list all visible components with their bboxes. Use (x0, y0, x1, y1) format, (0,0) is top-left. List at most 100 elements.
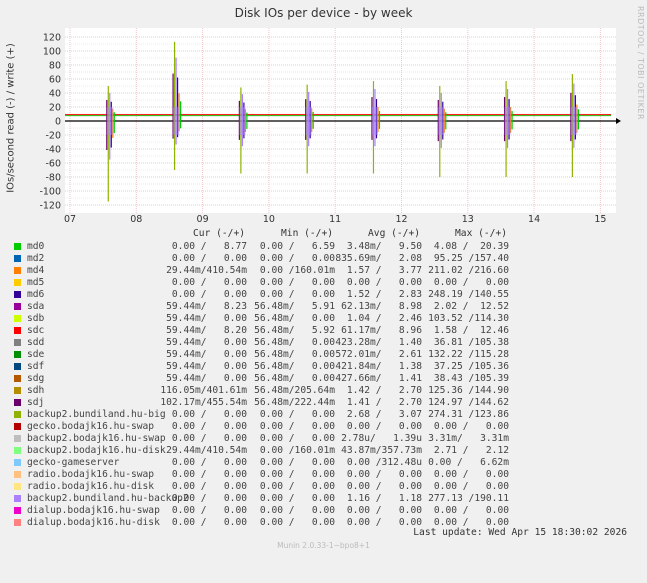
legend-row: sdg 59.44m/ 0.00 56.48m/ 0.00 427.66m/ 1… (0, 373, 509, 385)
last-update: Last update: Wed Apr 15 18:30:02 2026 (413, 527, 627, 538)
series-name: backup2.bundiland.hu-big (27, 408, 166, 420)
cur-value: 59.44m/ 0.00 (166, 372, 247, 384)
series-color-swatch (14, 266, 21, 274)
series-color-swatch (14, 278, 21, 286)
max-value: 248.19 /140.55 (428, 288, 509, 300)
series-name: md0 (27, 240, 45, 252)
min-value: 0.00 /160.01m (259, 264, 335, 276)
legend-header: Cur (-/+) Min (-/+) Avg (-/+) Max (-/+) (0, 228, 507, 240)
max-value: 1.58 / 12.46 (433, 324, 509, 336)
series-color-swatch (14, 350, 21, 358)
series-color-swatch (14, 386, 21, 394)
cur-value: 59.44m/ 8.20 (166, 324, 247, 336)
min-value: 56.48m/ 5.92 (254, 324, 335, 336)
avg-value: 1.16 / 1.18 (346, 492, 422, 504)
series-name: radio.bodajk16.hu-swap (27, 468, 155, 480)
spike-cluster (570, 107, 577, 135)
series-color-swatch (14, 506, 21, 514)
series-name: gecko.bodajk16.hu-swap (27, 420, 155, 432)
max-value: 277.13 /190.11 (428, 492, 509, 504)
cur-value: 29.44m/410.54m (166, 444, 247, 456)
spike-cluster (305, 107, 312, 135)
cur-value: 0.00 / 0.00 (171, 516, 247, 528)
legend-row: backup2.bundiland.hu-backup2 0.00 / 0.00… (0, 493, 509, 505)
legend-row: backup2.bodajk16.hu-disk 29.44m/410.54m … (0, 445, 509, 457)
min-value: 0.00 / 0.00 (259, 432, 335, 444)
header-max: Max (-/+) (455, 228, 507, 239)
x-tick-label: 11 (329, 214, 341, 225)
series-color-swatch (14, 482, 21, 490)
avg-value: 835.69m/ 2.08 (335, 252, 422, 264)
series-color-swatch (14, 458, 21, 466)
series-name: sdd (27, 336, 45, 348)
cur-value: 0.00 / 0.00 (171, 408, 247, 420)
munin-version: Munin 2.0.33-1~bpo8+1 (277, 541, 370, 550)
cur-value: 59.44m/ 0.00 (166, 336, 247, 348)
series-name: sdc (27, 324, 45, 336)
min-value: 0.00 / 0.00 (259, 420, 335, 432)
spike-cluster (504, 107, 511, 135)
x-tick-label: 10 (263, 214, 275, 225)
header-cur: Cur (-/+) (193, 228, 245, 239)
series-name: dialup.bodajk16.hu-disk (27, 516, 160, 528)
series-name: md5 (27, 276, 45, 288)
min-value: 56.48m/ 0.00 (254, 312, 335, 324)
series-name: sdg (27, 372, 45, 384)
spike-group (371, 81, 381, 174)
legend-row: md6 0.00 / 0.00 0.00 / 0.00 1.52 / 2.83 … (0, 289, 509, 301)
graph-title: Disk IOs per device - by week (234, 6, 413, 20)
max-value: 2.71 / 2.12 (433, 444, 509, 456)
series-name: sda (27, 300, 45, 312)
x-tick-label: 14 (528, 214, 540, 225)
avg-value: 1.57 / 3.77 (346, 264, 422, 276)
cur-value: 59.44m/ 0.00 (166, 348, 247, 360)
series-color-swatch (14, 374, 21, 382)
series-color-swatch (14, 446, 21, 454)
y-tick-label: 0 (55, 117, 61, 128)
spike-group (437, 86, 447, 177)
legend-row: md0 0.00 / 8.77 0.00 / 6.59 3.48m/ 9.50 … (0, 241, 509, 253)
series-name: backup2.bundiland.hu-backup2 (27, 492, 189, 504)
series-name: backup2.bodajk16.hu-swap (27, 432, 166, 444)
spike-group (305, 84, 314, 174)
spike-cluster (371, 107, 378, 135)
cur-value: 59.44m/ 0.00 (166, 312, 247, 324)
min-value: 56.48m/222.44m (254, 396, 335, 408)
y-tick-label: 100 (43, 47, 61, 58)
cur-value: 0.00 / 0.00 (171, 492, 247, 504)
avg-value: 1.04 / 2.46 (346, 312, 422, 324)
series-name: md2 (27, 252, 45, 264)
cur-value: 0.00 / 0.00 (171, 252, 247, 264)
y-tick-label: 120 (43, 33, 61, 44)
min-value: 56.48m/205.64m (254, 384, 335, 396)
legend-row: sdd 59.44m/ 0.00 56.48m/ 0.00 423.28m/ 1… (0, 337, 509, 349)
axis-arrow-icon (616, 118, 621, 124)
min-value: 56.48m/ 5.91 (254, 300, 335, 312)
series-color-swatch (14, 302, 21, 310)
series-color-swatch (14, 254, 21, 262)
series-name: sde (27, 348, 45, 360)
series-name: radio.bodajk16.hu-disk (27, 480, 155, 492)
min-value: 0.00 / 0.00 (259, 288, 335, 300)
spike-cluster (438, 107, 445, 135)
x-tick-label: 15 (594, 214, 606, 225)
legend-row: radio.bodajk16.hu-swap 0.00 / 0.00 0.00 … (0, 469, 509, 481)
legend-row: backup2.bundiland.hu-big 0.00 / 0.00 0.0… (0, 409, 509, 421)
avg-value: 0.00 / 0.00 (346, 516, 422, 528)
y-tick-label: -100 (39, 187, 61, 198)
cur-value: 116.05m/401.61m (160, 384, 247, 396)
legend-row: radio.bodajk16.hu-disk 0.00 / 0.00 0.00 … (0, 481, 509, 493)
series-color-swatch (14, 494, 21, 502)
avg-value: 1.42 / 2.70 (346, 384, 422, 396)
y-tick-label: 20 (49, 103, 61, 114)
min-value: 0.00 / 0.00 (259, 252, 335, 264)
avg-value: 2.78u/ 1.39u (341, 432, 422, 444)
min-value: 0.00 / 0.00 (259, 468, 335, 480)
y-tick-label: 60 (49, 75, 61, 86)
legend-row: md5 0.00 / 0.00 0.00 / 0.00 0.00 / 0.00 … (0, 277, 509, 289)
max-value: 0.00 / 0.00 (433, 480, 509, 492)
min-value: 0.00 / 0.00 (259, 480, 335, 492)
legend-row: sdf 59.44m/ 0.00 56.48m/ 0.00 421.84m/ 1… (0, 361, 509, 373)
series-color-swatch (14, 518, 21, 526)
legend-row: sde 59.44m/ 0.00 56.48m/ 0.00 572.01m/ 2… (0, 349, 509, 361)
